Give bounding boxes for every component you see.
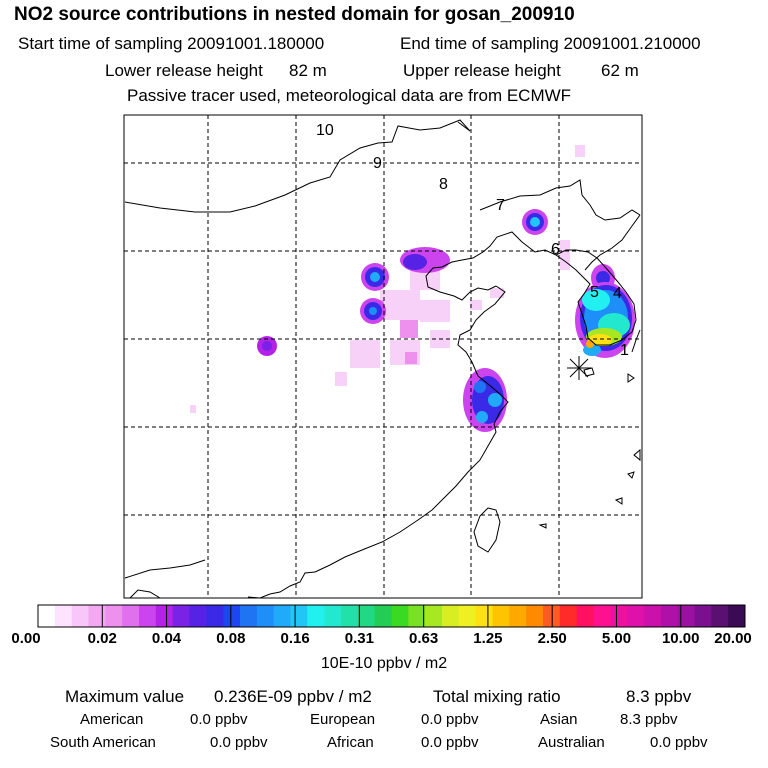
colorbar-tick-label: 20.00 [714, 630, 752, 647]
region-value-european: 0.0 ppbv [421, 711, 479, 728]
colorbar-tick-label: 0.02 [87, 630, 117, 647]
colorbar-swatch [475, 605, 493, 627]
colorbar-swatch [576, 605, 594, 627]
colorbar-swatch [610, 605, 628, 627]
colorbar-swatch [458, 605, 477, 627]
trajectory-label-6: 6 [551, 241, 560, 258]
colorbar-swatch [105, 605, 123, 627]
coastline-layer [124, 119, 641, 599]
map-frame [123, 114, 643, 599]
colorbar-swatch [357, 605, 376, 627]
colorbar-swatch [660, 605, 679, 627]
colorbar-swatch [54, 605, 73, 627]
colorbar-swatch [88, 605, 106, 627]
colorbar-swatch [139, 605, 157, 627]
colorbar-tick-label: 10.00 [661, 630, 700, 647]
colorbar-swatch [728, 605, 746, 627]
colorbar-swatch [290, 605, 308, 627]
colorbar-swatch [694, 605, 712, 627]
colorbar-tick-label: 0.00 [11, 630, 41, 647]
trajectory-label-5: 5 [590, 284, 599, 301]
colorbar-swatch [223, 605, 241, 627]
colorbar-swatch [189, 605, 207, 627]
colorbar-swatch [509, 605, 527, 627]
colorbar-swatch [711, 605, 729, 627]
colorbar-tick-label: 0.08 [216, 630, 246, 647]
colorbar-swatch [206, 605, 224, 627]
tracer-note: Passive tracer used, meteorological data… [127, 86, 572, 105]
colorbar-frame [37, 604, 746, 628]
colorbar-tick-label: 5.00 [601, 630, 632, 647]
region-name-african: African [327, 734, 374, 751]
region-name-asian: Asian [540, 711, 578, 728]
max-value-label: Maximum value [65, 687, 185, 706]
colorbar-swatch [273, 605, 291, 627]
colorbar-swatch [324, 605, 342, 627]
region-name-south-american: South American [50, 734, 156, 751]
plume-layer [190, 145, 635, 432]
colorbar [37, 604, 746, 628]
max-value: 0.236E-09 ppbv / m2 [214, 687, 372, 706]
receptor-star-icon [567, 356, 591, 380]
region-value-american: 0.0 ppbv [190, 711, 248, 728]
colorbar-swatch [425, 605, 443, 627]
colorbar-swatch [307, 605, 325, 627]
colorbar-swatch [593, 605, 611, 627]
trajectory-label-10: 10 [316, 122, 334, 139]
colorbar-swatch [492, 605, 510, 627]
colorbar-tick-label: 0.31 [344, 630, 374, 647]
region-name-european: European [310, 711, 376, 728]
region-value-australian: 0.0 ppbv [650, 734, 708, 751]
colorbar-swatch [155, 605, 174, 627]
colorbar-swatch [627, 605, 645, 627]
lower-release-height-label: Lower release height [105, 61, 263, 80]
region-name-australian: Australian [538, 734, 605, 751]
trajectory-label-8: 8 [439, 176, 448, 193]
colorbar-tick-label: 0.04 [151, 630, 182, 647]
colorbar-swatch [526, 605, 544, 627]
colorbar-swatch [391, 605, 409, 627]
grid-lines [124, 115, 642, 598]
upper-release-height-value: 62 m [601, 61, 639, 80]
trajectory-label-7: 7 [496, 197, 505, 214]
colorbar-swatch [559, 605, 578, 627]
lower-release-height-value: 82 m [289, 61, 327, 80]
colorbar-unit: 10E-10 ppbv / m2 [320, 655, 448, 672]
colorbar-tick-label: 1.25 [473, 630, 503, 647]
region-name-american: American [80, 711, 144, 728]
colorbar-swatch [408, 605, 426, 627]
colorbar-swatch [172, 605, 190, 627]
total-mixing-label: Total mixing ratio [433, 687, 561, 706]
colorbar-swatch [341, 605, 359, 627]
colorbar-tick-label: 0.63 [409, 630, 439, 647]
colorbar-swatch [122, 605, 140, 627]
region-value-african: 0.0 ppbv [421, 734, 479, 751]
colorbar-swatch [71, 605, 89, 627]
trajectory-label-1: 1 [620, 342, 629, 359]
colorbar-swatch [256, 605, 275, 627]
region-value-south-american: 0.0 ppbv [210, 734, 268, 751]
colorbar-swatch [644, 605, 662, 627]
trajectory-label-9: 9 [373, 155, 382, 172]
colorbar-swatch [677, 605, 695, 627]
start-time-label: Start time of sampling 20091001.180000 [18, 34, 325, 53]
total-mixing-value: 8.3 ppbv [626, 687, 692, 706]
trajectory-label-4: 4 [613, 285, 622, 302]
region-value-asian: 8.3 ppbv [620, 711, 678, 728]
colorbar-swatch [543, 605, 561, 627]
chart-title: NO2 source contributions in nested domai… [14, 4, 575, 25]
colorbar-swatch [240, 605, 258, 627]
colorbar-swatch [38, 605, 56, 627]
end-time-label: End time of sampling 20091001.210000 [400, 34, 701, 53]
colorbar-tick-label: 0.16 [280, 630, 310, 647]
upper-release-height-label: Upper release height [403, 61, 561, 80]
colorbar-swatch [374, 605, 392, 627]
colorbar-tick-label: 2.50 [537, 630, 567, 647]
colorbar-swatch [442, 605, 460, 627]
